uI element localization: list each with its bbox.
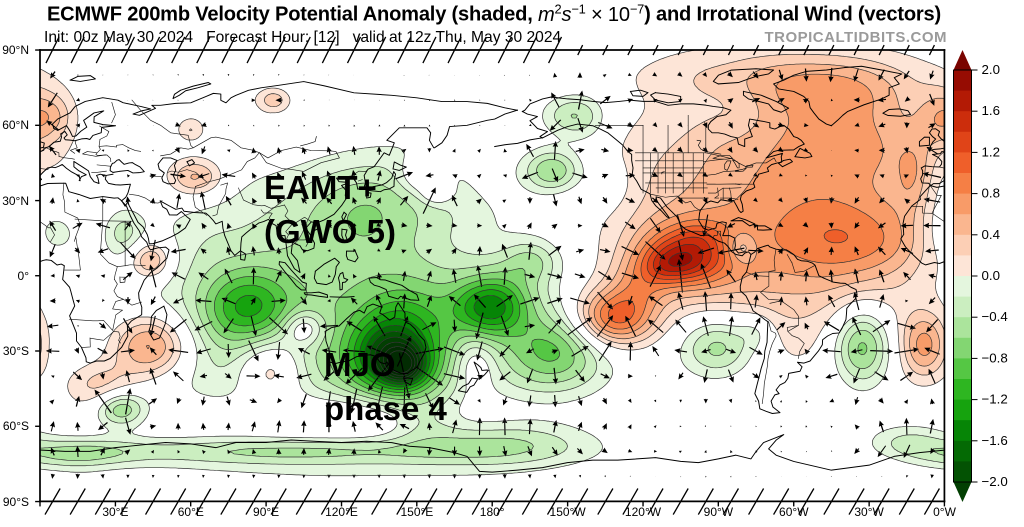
svg-text:−0.4: −0.4	[982, 309, 1008, 324]
svg-text:1.2: 1.2	[982, 144, 1001, 159]
svg-text:2.0: 2.0	[982, 62, 1001, 77]
svg-text:−0.8: −0.8	[982, 350, 1008, 365]
svg-text:0.8: 0.8	[982, 186, 1001, 201]
svg-text:−1.6: −1.6	[982, 433, 1008, 448]
svg-text:−2.0: −2.0	[982, 474, 1008, 489]
svg-text:0.4: 0.4	[982, 227, 1001, 242]
svg-text:−1.2: −1.2	[982, 392, 1008, 407]
svg-text:1.6: 1.6	[982, 103, 1001, 118]
svg-text:0.0: 0.0	[982, 268, 1001, 283]
